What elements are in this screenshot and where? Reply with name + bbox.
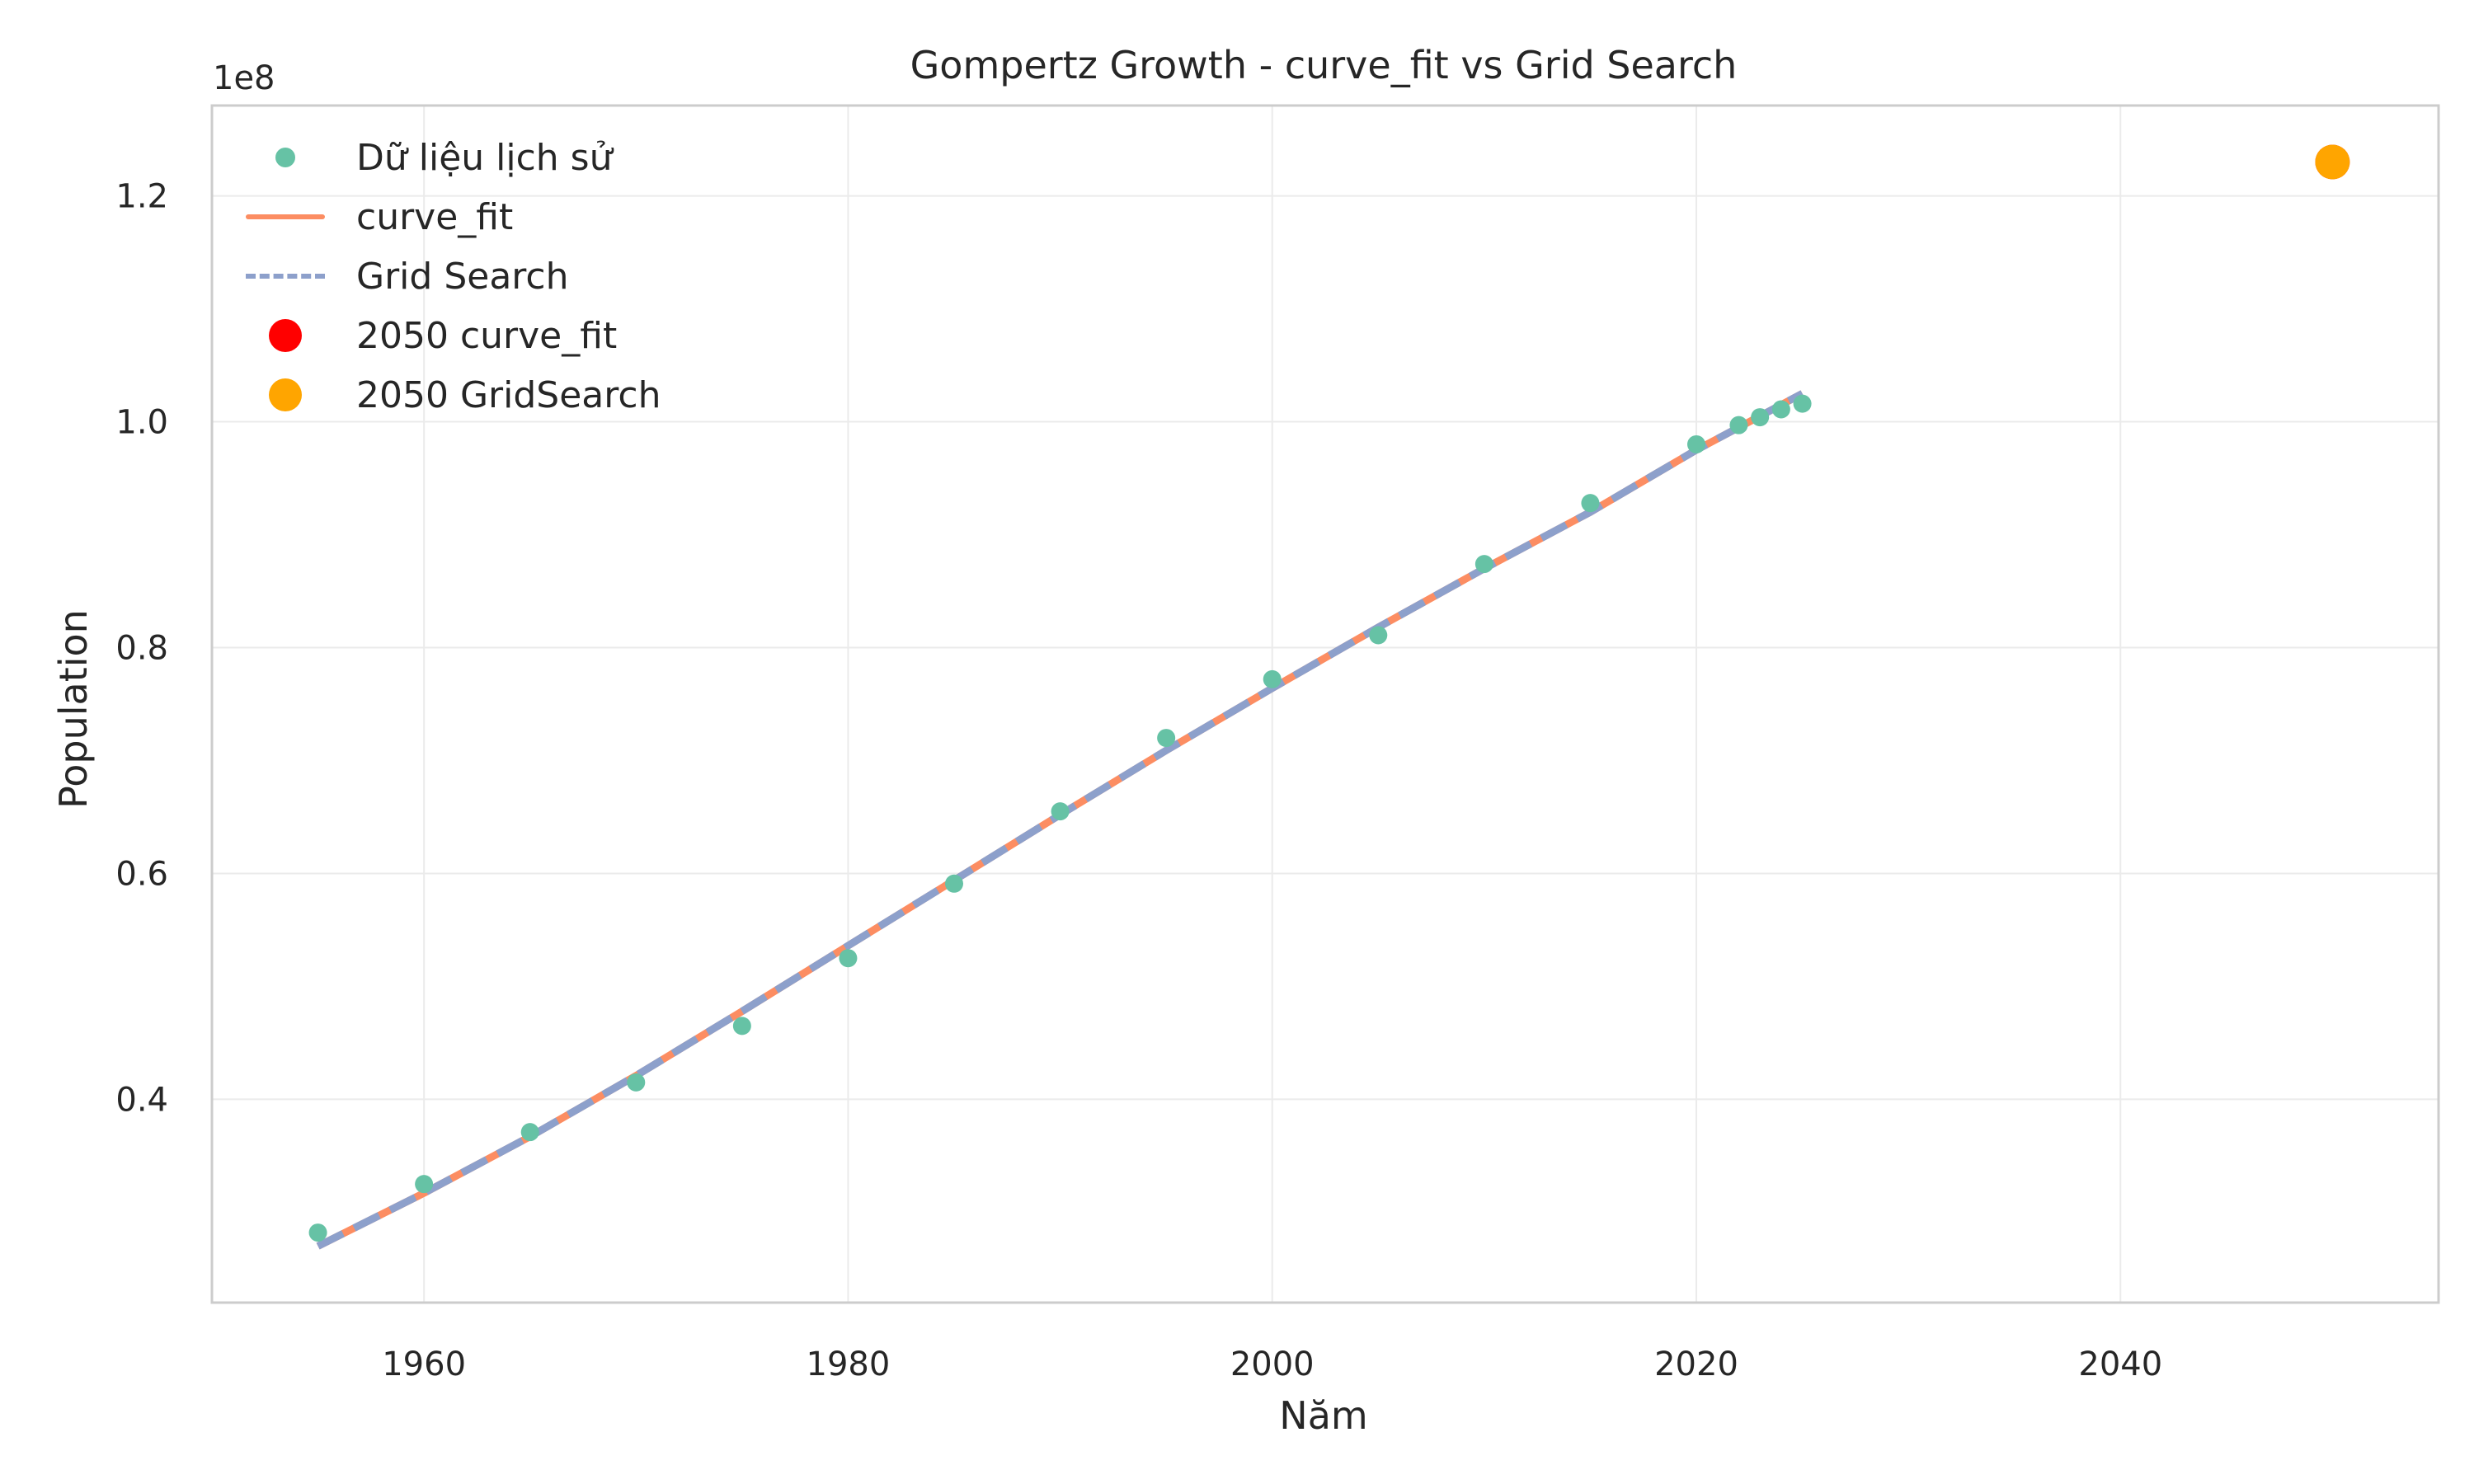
data-point-historical xyxy=(1687,434,1705,453)
x-tick-label: 2000 xyxy=(1230,1345,1315,1383)
legend-label-grid-search: Grid Search xyxy=(356,255,569,298)
legend-item-historical: Dữ liệu lịch sử xyxy=(239,128,661,187)
data-point-historical xyxy=(627,1073,646,1092)
data-point-historical xyxy=(308,1223,327,1242)
legend-label-historical: Dữ liệu lịch sử xyxy=(356,136,613,179)
data-series xyxy=(308,144,2350,1250)
x-axis-label: Năm xyxy=(1279,1393,1368,1438)
y-tick-label: 0.8 xyxy=(115,630,168,668)
data-point-historical xyxy=(520,1123,539,1142)
plot-frame xyxy=(210,104,2440,1304)
x-tick-label: 1980 xyxy=(807,1345,891,1383)
data-point-historical xyxy=(839,949,858,968)
data-point-historical xyxy=(732,1017,751,1036)
data-point-historical xyxy=(415,1175,434,1194)
y-tick-label: 1.0 xyxy=(115,404,168,442)
grid-lines xyxy=(212,106,2439,1303)
legend-label-2050-gridsearch: 2050 GridSearch xyxy=(356,373,661,416)
legend-item-curve-fit: curve_fit xyxy=(239,187,661,247)
data-point-historical xyxy=(1729,416,1748,434)
data-point-historical xyxy=(945,874,963,893)
data-point-historical xyxy=(1475,555,1493,574)
data-point-historical xyxy=(1793,394,1812,413)
legend-label-2050-curve-fit: 2050 curve_fit xyxy=(356,314,618,357)
legend-marker-curve-fit xyxy=(246,214,325,219)
y-tick-label: 1.2 xyxy=(115,178,168,216)
x-tick-label: 1960 xyxy=(382,1345,466,1383)
legend-label-curve-fit: curve_fit xyxy=(356,195,514,238)
legend-item-2050-curve-fit: 2050 curve_fit xyxy=(239,306,661,365)
legend-item-2050-gridsearch: 2050 GridSearch xyxy=(239,365,661,425)
forecast-point-2050-gridsearch xyxy=(2315,144,2350,180)
x-tick-label: 2020 xyxy=(1654,1345,1738,1383)
x-tick-label: 2040 xyxy=(2078,1345,2162,1383)
y-tick-label: 0.6 xyxy=(115,855,168,893)
data-point-historical xyxy=(1369,626,1388,645)
legend-item-grid-search: Grid Search xyxy=(239,247,661,306)
data-point-historical xyxy=(1051,802,1070,821)
data-point-historical xyxy=(1263,669,1282,688)
y-axis-label: Population xyxy=(51,609,96,809)
legend-marker-2050-gridsearch xyxy=(269,378,302,411)
data-point-historical xyxy=(1771,400,1790,419)
legend: Dữ liệu lịch sử curve_fit Grid Search 20… xyxy=(239,128,661,425)
legend-marker-grid-search xyxy=(246,274,325,279)
data-point-historical xyxy=(1581,494,1600,513)
data-point-historical xyxy=(1751,408,1770,427)
y-axis-offset-label: 1e8 xyxy=(213,59,275,97)
tick-labels: 1960 1980 2000 2020 2040 0.4 0.6 0.8 1.0 1.2 xyxy=(115,178,2162,1383)
legend-marker-2050-curve-fit xyxy=(269,319,302,352)
chart-title: Gompertz Growth - curve_fit vs Grid Sear… xyxy=(910,43,1738,87)
data-point-historical xyxy=(1157,729,1176,748)
y-tick-label: 0.4 xyxy=(115,1081,168,1119)
legend-marker-historical xyxy=(275,148,295,167)
